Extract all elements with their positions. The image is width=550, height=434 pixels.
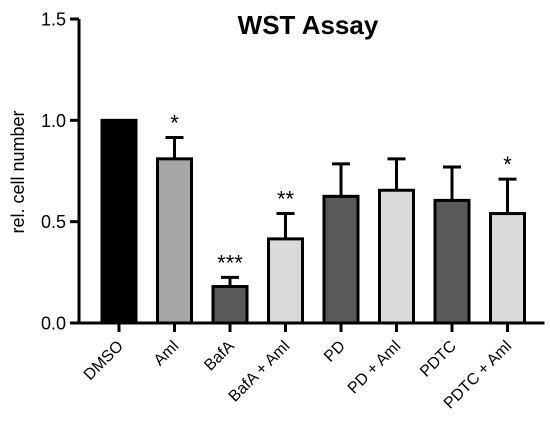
chart-title: WST Assay — [238, 10, 379, 40]
significance-label: * — [170, 111, 179, 136]
bar — [100, 118, 138, 325]
category-label: PD + Aml — [345, 338, 404, 397]
category-label: PDTC — [417, 338, 460, 381]
axes — [70, 17, 545, 332]
bar — [378, 188, 415, 325]
bar — [267, 237, 304, 325]
bar — [211, 285, 249, 325]
y-axis-label: rel. cell number — [8, 110, 28, 233]
category-label: BafA — [201, 338, 238, 375]
bar — [433, 198, 471, 325]
bars-group — [100, 118, 526, 325]
significance-label: ** — [277, 187, 295, 212]
category-label: DMSO — [81, 338, 127, 384]
y-tick-label: 0.5 — [41, 212, 66, 232]
significance-label: *** — [217, 250, 243, 275]
y-tick-label: 0.0 — [41, 314, 66, 334]
bar — [489, 212, 526, 325]
y-tick-label: 1.5 — [41, 10, 66, 30]
category-label: PD — [321, 338, 349, 366]
y-tick-label: 1.0 — [41, 111, 66, 131]
category-label: Aml — [151, 338, 183, 370]
significance-label: * — [503, 152, 512, 177]
bar — [156, 157, 193, 325]
bar — [322, 194, 360, 325]
